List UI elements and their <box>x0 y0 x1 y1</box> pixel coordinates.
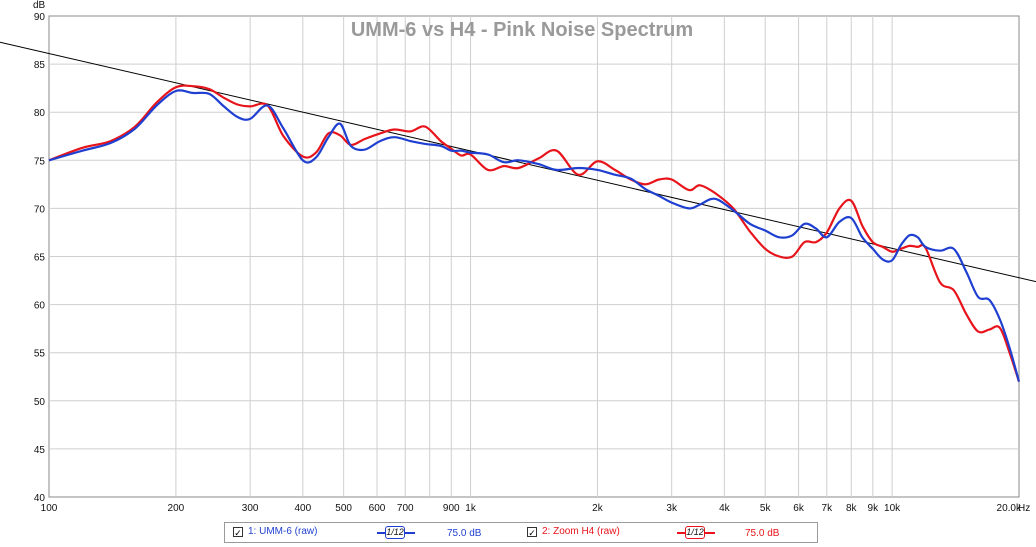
y-tick-label: 60 <box>34 301 46 312</box>
x-tick-label: 8k <box>846 503 858 514</box>
y-tick-label: 85 <box>34 60 46 71</box>
x-tick-label: 600 <box>369 503 386 514</box>
x-tick-label: 2k <box>592 503 604 514</box>
series-checkbox[interactable]: ✓ <box>233 526 243 538</box>
x-tick-label: 500 <box>335 503 352 514</box>
y-tick-label: 50 <box>34 397 46 408</box>
y-tick-label: 75 <box>34 156 46 167</box>
y-tick-label: 45 <box>34 445 46 456</box>
y-tick-label: 70 <box>34 204 46 215</box>
legend-item-zoomh4[interactable]: ✓ 2: Zoom H4 (raw) <box>527 526 620 538</box>
y-tick-label: 65 <box>34 253 46 264</box>
y-tick-labels: 40 45 50 55 60 65 70 75 80 85 90 <box>34 12 46 504</box>
x-tick-label: 100 <box>41 503 58 514</box>
y-tick-label: 80 <box>34 108 46 119</box>
legend-item-umm6[interactable]: ✓ 1: UMM-6 (raw) <box>233 526 318 538</box>
legend: ✓ 1: UMM-6 (raw) 1/12 75.0 dB ✓ 2: Zoom … <box>224 522 818 543</box>
x-tick-label: 6k <box>793 503 805 514</box>
x-tick-label: 3k <box>666 503 678 514</box>
x-tick-label: 900 <box>443 503 460 514</box>
smoothing-label: 1/12 <box>685 526 705 539</box>
y-axis-label: dB <box>33 0 46 11</box>
x-tick-label: 10k <box>884 503 901 514</box>
y-tick-label: 90 <box>34 12 46 23</box>
legend-label: 1: UMM-6 (raw) <box>248 526 318 537</box>
x-tick-label: 5k <box>760 503 772 514</box>
x-tick-label: 20.0k <box>997 503 1022 514</box>
x-tick-label: 4k <box>719 503 731 514</box>
chart-title: UMM-6 vs H4 - Pink Noise Spectrum <box>351 19 693 41</box>
legend-label: 2: Zoom H4 (raw) <box>542 526 620 537</box>
x-tick-label: 7k <box>822 503 834 514</box>
x-tick-label: 9k <box>868 503 880 514</box>
x-tick-label: 1k <box>465 503 477 514</box>
y-tick-label: 40 <box>34 493 46 504</box>
series-lines <box>0 41 1036 382</box>
x-tick-label: 700 <box>397 503 414 514</box>
level-readout-umm6: 75.0 dB <box>447 528 482 539</box>
x-tick-labels: 100 200 300 400 500 600 700 900 1k 2k 3k 4k 5k 6k 7k 8k… <box>41 503 1022 514</box>
smoothing-control-umm6[interactable]: 1/12 <box>377 526 415 539</box>
smoothing-label: 1/12 <box>385 526 405 539</box>
y-tick-label: 55 <box>34 349 46 360</box>
x-axis-unit: Hz <box>1018 503 1030 514</box>
x-tick-label: 300 <box>242 503 259 514</box>
smoothing-control-zoomh4[interactable]: 1/12 <box>677 526 715 539</box>
level-readout-zoomh4: 75.0 dB <box>745 528 780 539</box>
series-line-umm6 <box>48 89 1021 382</box>
x-tick-label: 200 <box>168 503 185 514</box>
series-checkbox[interactable]: ✓ <box>527 526 537 538</box>
x-tick-label: 400 <box>294 503 311 514</box>
reference-line <box>0 41 1036 283</box>
